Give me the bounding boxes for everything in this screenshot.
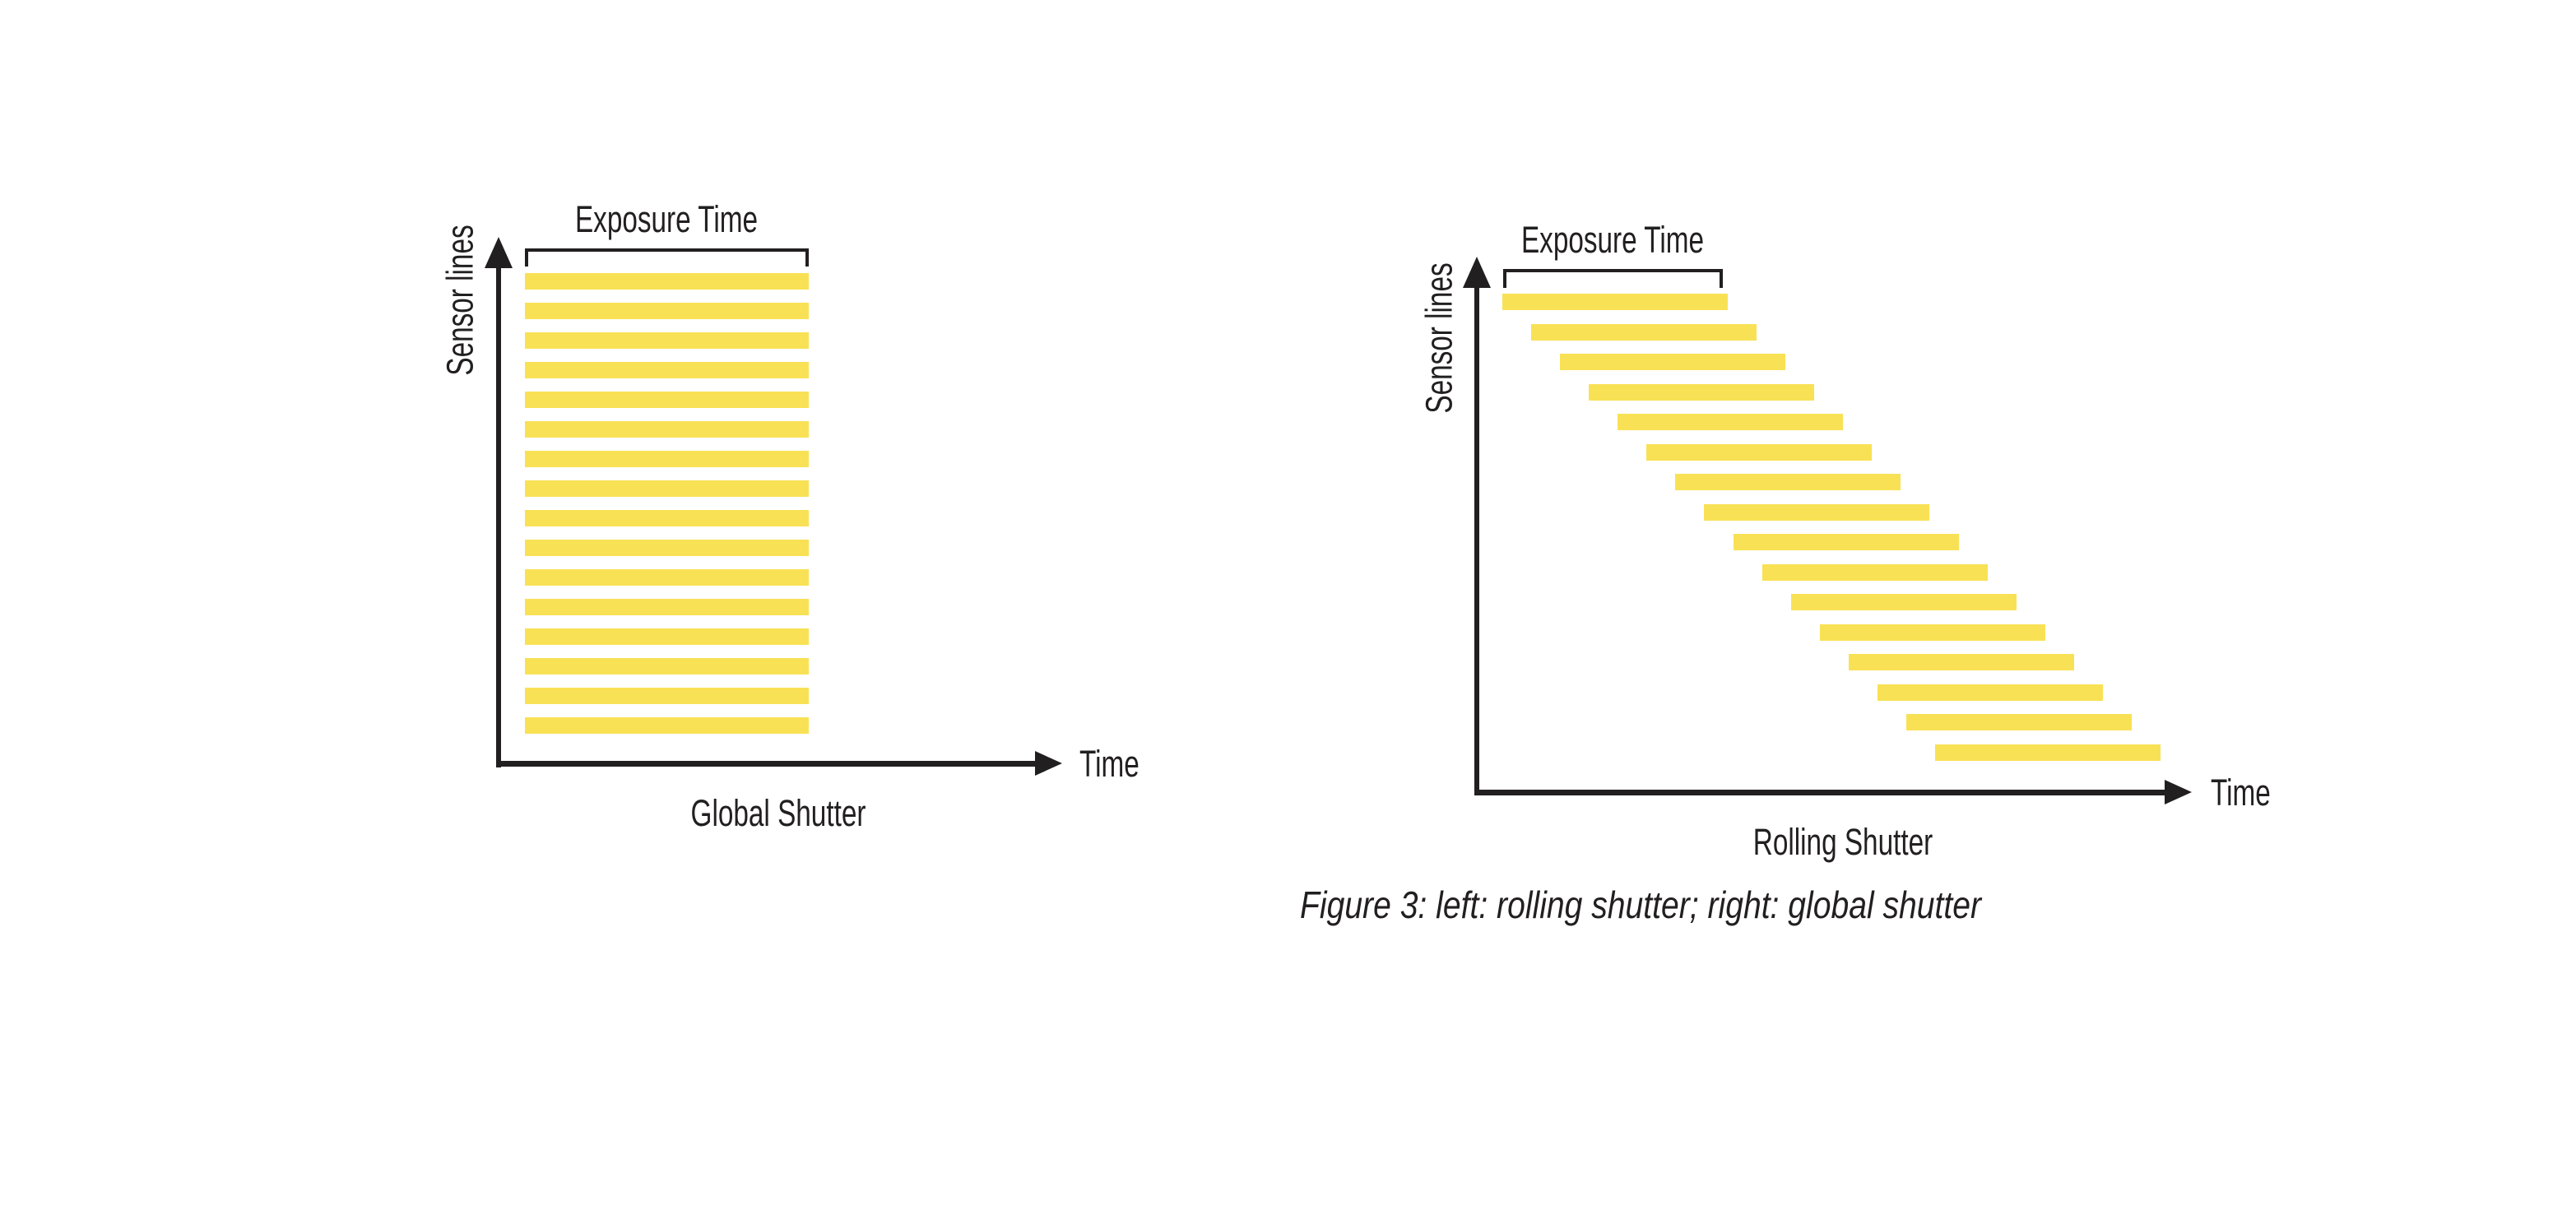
exposure-time-bracket bbox=[525, 248, 809, 267]
y-axis-line bbox=[1474, 275, 1479, 795]
x-axis-label: Time bbox=[1079, 743, 1139, 785]
figure-caption: Figure 3: left: rolling shutter; right: … bbox=[1300, 883, 1982, 926]
sensor-line-bar bbox=[525, 303, 809, 319]
sensor-line-bar bbox=[525, 569, 809, 586]
sensor-line-bar bbox=[525, 392, 809, 408]
sensor-line-bar bbox=[525, 540, 809, 556]
sensor-line-bar bbox=[1502, 294, 1728, 310]
x-axis-line bbox=[496, 761, 1038, 767]
sensor-line-bar bbox=[525, 362, 809, 378]
sensor-line-bar bbox=[1733, 534, 1959, 551]
y-axis-label: Sensor lines bbox=[439, 225, 481, 376]
sensor-line-bar bbox=[1877, 684, 2103, 701]
sensor-line-bar bbox=[1819, 624, 2045, 641]
sensor-line-bar bbox=[525, 658, 809, 675]
sensor-line-bar bbox=[525, 480, 809, 497]
y-axis-line bbox=[496, 255, 501, 767]
sensor-line-bar bbox=[1675, 474, 1901, 491]
sensor-line-bar bbox=[1905, 714, 2132, 731]
exposure-time-bracket bbox=[1503, 269, 1723, 288]
diagram-title: Global Shutter bbox=[690, 792, 866, 834]
sensor-line-bar bbox=[1531, 323, 1757, 341]
x-axis-arrow-icon bbox=[1035, 751, 1062, 776]
sensor-line-bar bbox=[1761, 563, 1988, 581]
sensor-line-bar bbox=[1704, 503, 1930, 521]
sensor-line-bar bbox=[1646, 443, 1873, 461]
x-axis-line bbox=[1474, 790, 2165, 795]
exposure-time-label: Exposure Time bbox=[1520, 219, 1705, 261]
sensor-line-bar bbox=[1589, 383, 1815, 401]
sensor-line-bar bbox=[1790, 594, 2017, 611]
sensor-line-bar bbox=[1618, 414, 1844, 431]
sensor-line-bar bbox=[1848, 654, 2074, 671]
sensor-line-bar bbox=[525, 273, 809, 290]
sensor-line-bar bbox=[525, 717, 809, 734]
sensor-line-bar bbox=[525, 421, 809, 438]
sensor-line-bar bbox=[1560, 354, 1786, 371]
sensor-line-bar bbox=[525, 599, 809, 615]
sensor-line-bar bbox=[1935, 744, 2161, 761]
y-axis-arrow-icon bbox=[485, 237, 513, 268]
sensor-line-bar bbox=[525, 451, 809, 467]
exposure-time-label: Exposure Time bbox=[574, 198, 759, 240]
sensor-line-bar bbox=[525, 332, 809, 349]
sensor-line-bar bbox=[525, 688, 809, 704]
y-axis-label: Sensor lines bbox=[1418, 262, 1460, 414]
x-axis-arrow-icon bbox=[2165, 780, 2192, 804]
y-axis-arrow-icon bbox=[1463, 257, 1491, 288]
sensor-line-bar bbox=[525, 628, 809, 645]
sensor-line-bar bbox=[525, 510, 809, 526]
diagram-title: Rolling Shutter bbox=[1752, 821, 1933, 863]
x-axis-label: Time bbox=[2211, 772, 2271, 814]
